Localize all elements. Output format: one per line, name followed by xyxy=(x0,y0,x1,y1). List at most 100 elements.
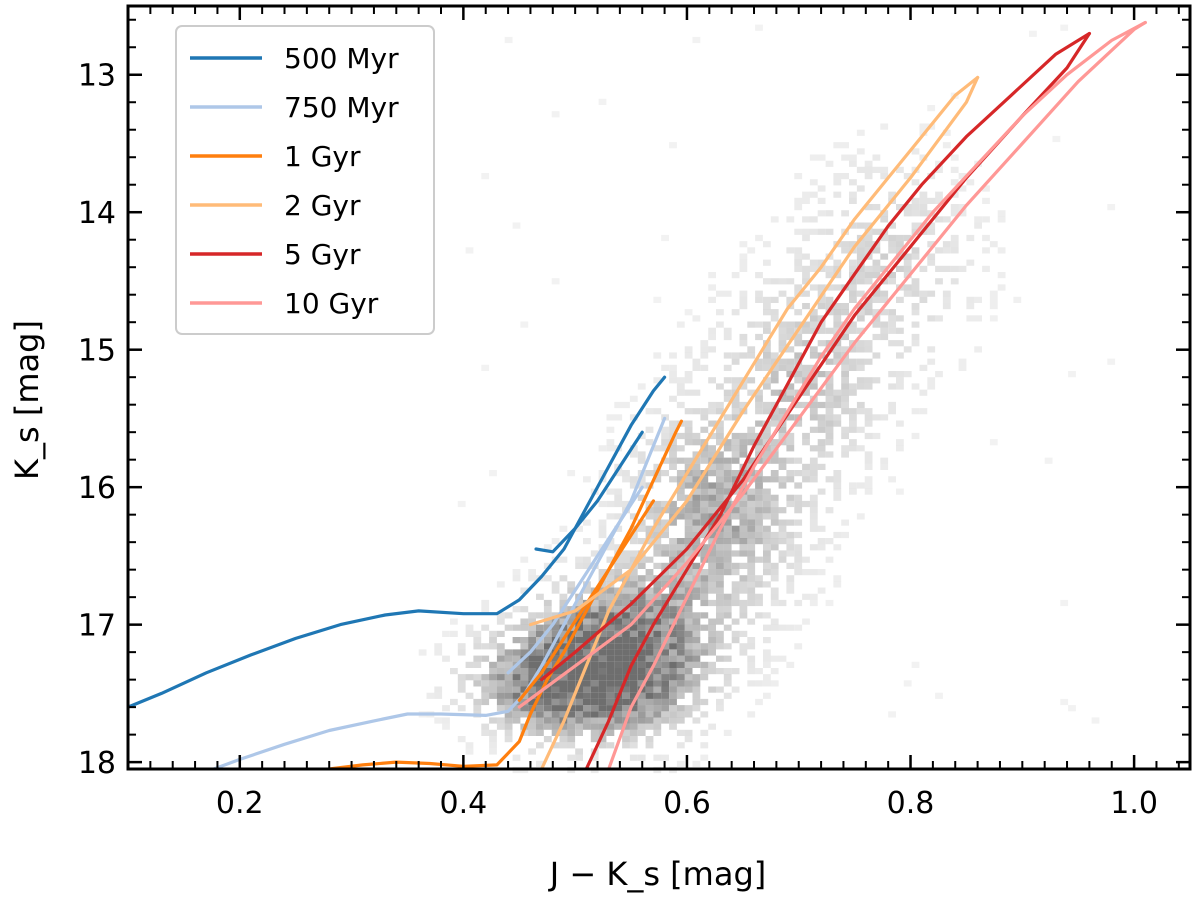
density-cell xyxy=(661,680,669,687)
density-cell xyxy=(763,500,771,508)
density-cell xyxy=(614,655,623,662)
density-cell xyxy=(794,507,803,514)
density-cell xyxy=(692,494,701,501)
density-cell xyxy=(536,686,544,693)
density-cell xyxy=(598,500,607,508)
legend-label: 10 Gyr xyxy=(284,287,379,320)
density-cell xyxy=(841,519,849,526)
density-cell xyxy=(911,408,920,415)
density-cell xyxy=(723,377,732,384)
density-cell xyxy=(504,717,513,724)
density-cell xyxy=(614,698,623,706)
density-cell xyxy=(716,643,724,650)
density-cell xyxy=(559,742,568,749)
density-cell xyxy=(864,247,873,254)
density-cell xyxy=(809,500,818,508)
density-cell xyxy=(700,711,709,718)
density-cell xyxy=(536,729,544,736)
density-cell xyxy=(543,717,552,724)
density-cell xyxy=(849,160,857,167)
density-cell xyxy=(723,389,732,396)
density-cell xyxy=(559,593,568,600)
density-cell xyxy=(645,686,654,693)
density-cell xyxy=(496,698,505,706)
density-cell xyxy=(457,649,466,656)
density-cell xyxy=(653,476,662,483)
density-cell xyxy=(481,599,490,607)
density-cell xyxy=(481,723,490,730)
density-cell xyxy=(872,265,881,272)
density-cell xyxy=(896,253,904,260)
density-cell xyxy=(637,482,646,489)
density-cell xyxy=(653,550,662,557)
density-cell xyxy=(739,439,748,446)
density-cell xyxy=(684,377,693,384)
density-cell xyxy=(763,550,771,557)
density-cell xyxy=(669,463,677,470)
density-cell xyxy=(481,624,490,631)
density-cell xyxy=(856,408,865,415)
density-cell xyxy=(716,538,724,545)
density-cell xyxy=(856,377,865,384)
density-cell xyxy=(817,296,826,303)
density-cell xyxy=(669,569,677,576)
density-cell xyxy=(723,674,732,681)
density-cell xyxy=(841,142,849,149)
density-cell xyxy=(880,210,889,217)
density-cell xyxy=(645,439,654,446)
density-cell xyxy=(489,674,497,681)
density-cell xyxy=(849,389,857,396)
density-cell xyxy=(590,674,599,681)
density-cell xyxy=(676,674,685,681)
density-cell xyxy=(864,482,873,489)
density-cell xyxy=(786,296,795,303)
density-cell xyxy=(489,643,497,650)
density-cell xyxy=(841,303,849,310)
density-cell xyxy=(864,414,873,421)
density-cell xyxy=(1060,24,1069,31)
density-cell xyxy=(739,352,748,359)
density-cell xyxy=(645,655,654,662)
density-cell xyxy=(583,538,591,545)
density-cell xyxy=(676,593,685,600)
density-cell xyxy=(982,216,990,223)
density-cell xyxy=(575,624,583,631)
density-cell xyxy=(551,686,560,693)
density-cell xyxy=(778,321,787,328)
density-cell xyxy=(520,624,529,631)
density-cell xyxy=(770,470,779,477)
density-cell xyxy=(716,637,724,644)
density-cell xyxy=(747,680,756,687)
density-cell xyxy=(692,439,701,446)
density-cell xyxy=(653,606,662,613)
density-cell xyxy=(778,507,787,514)
density-cell xyxy=(512,222,521,229)
density-cell xyxy=(872,321,881,328)
density-cell xyxy=(763,624,771,631)
density-cell xyxy=(590,550,599,557)
density-cell xyxy=(645,569,654,576)
density-cell xyxy=(927,346,936,353)
density-cell xyxy=(770,216,779,223)
density-cell xyxy=(606,668,615,675)
density-cell xyxy=(629,414,638,421)
density-cell xyxy=(606,624,615,631)
density-cell xyxy=(841,247,849,254)
density-cell xyxy=(825,556,834,563)
density-cell xyxy=(598,668,607,675)
density-cell xyxy=(465,692,474,699)
density-cell xyxy=(833,303,842,310)
density-cell xyxy=(958,204,967,211)
density-cell xyxy=(559,643,568,650)
density-cell xyxy=(802,340,810,347)
density-cell xyxy=(716,494,724,501)
density-cell xyxy=(989,290,998,297)
density-cell xyxy=(583,680,591,687)
density-cell xyxy=(723,544,732,551)
density-cell xyxy=(716,500,724,508)
density-cell xyxy=(770,655,779,662)
density-cell xyxy=(841,389,849,396)
density-cell xyxy=(669,426,677,433)
density-cell xyxy=(598,742,607,749)
density-cell xyxy=(700,668,709,675)
